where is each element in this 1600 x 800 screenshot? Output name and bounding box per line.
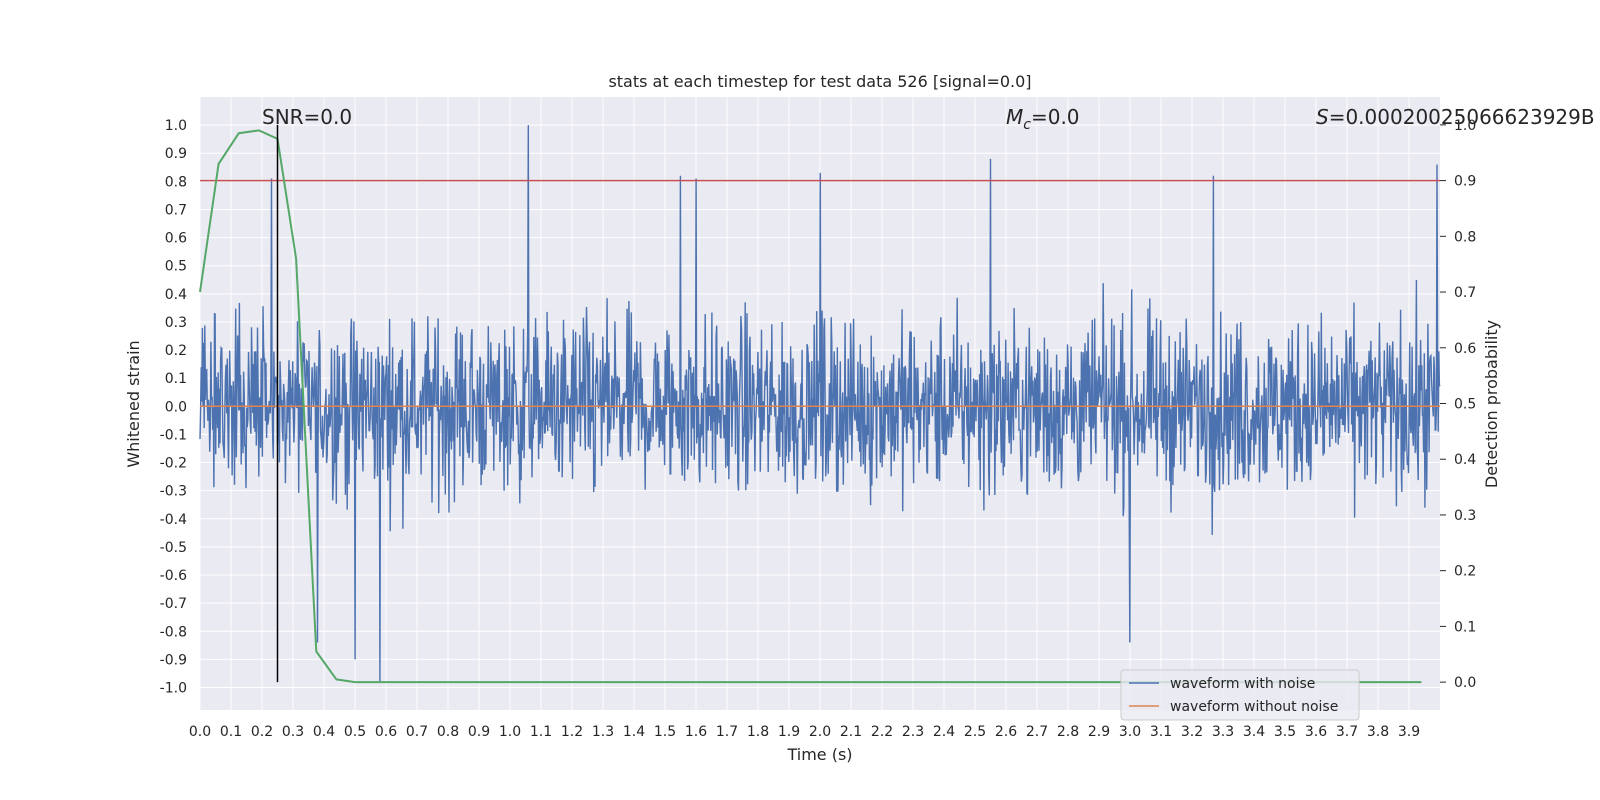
x-tick-label: 0.8 [437, 724, 459, 740]
x-tick-label: 2.8 [1057, 724, 1079, 740]
x-tick-label: 3.2 [1181, 724, 1203, 740]
legend-label-noise: waveform with noise [1170, 676, 1315, 692]
y2-tick-label: 0.0 [1454, 675, 1476, 691]
y-tick-label: -0.5 [160, 540, 187, 556]
x-tick-label: 2.0 [809, 724, 831, 740]
chirp-mass-annotation: Mc=0.0 [1006, 105, 1080, 133]
x-tick-label: 0.6 [375, 724, 397, 740]
y2-tick-label: 0.3 [1454, 508, 1476, 524]
y-tick-label: -0.1 [160, 427, 187, 443]
y2-tick-label: 0.1 [1454, 619, 1476, 635]
x-tick-label: 3.8 [1367, 724, 1389, 740]
series-layer [199, 124, 1441, 684]
y2-tick-label: 0.7 [1454, 285, 1476, 301]
x-tick-label: 0.9 [468, 724, 490, 740]
snr-annotation: SNR=0.0 [262, 105, 352, 129]
y-tick-label: -0.3 [160, 484, 187, 500]
s-annotation: S=0.00020025066623929B [1316, 105, 1595, 129]
x-tick-label: 1.3 [592, 724, 614, 740]
x-tick-label: 2.1 [840, 724, 862, 740]
chirp-mass-symbol: M [1006, 105, 1023, 129]
y-tick-label: 0.6 [165, 231, 187, 247]
chirp-mass-subscript: c [1023, 117, 1031, 133]
y-tick-label: -0.4 [160, 512, 187, 528]
x-tick-label: 3.0 [1119, 724, 1141, 740]
y-tick-label: -0.6 [160, 568, 187, 584]
x-tick-label: 0.7 [406, 724, 428, 740]
y2-axis-label: Detection probability [1482, 320, 1501, 488]
legend-label-clean: waveform without noise [1170, 699, 1338, 715]
x-tick-label: 2.2 [871, 724, 893, 740]
x-tick-label: 0.3 [282, 724, 304, 740]
x-tick-label: 1.9 [778, 724, 800, 740]
x-tick-label: 0.5 [344, 724, 366, 740]
s-symbol: S [1316, 105, 1329, 129]
detection-probability-line [199, 129, 1422, 684]
chart-title: stats at each timestep for test data 526… [608, 72, 1031, 91]
x-axis-label: Time (s) [786, 745, 852, 764]
x-tick-label: 2.3 [902, 724, 924, 740]
y-tick-label: -0.2 [160, 456, 187, 472]
y2-tick-label: 0.9 [1454, 174, 1476, 190]
y2-axis-ticks: 0.0 0.1 0.2 0.3 0.4 0.5 0.6 0.7 0.8 0.9 1.0 [1440, 118, 1476, 691]
x-tick-label: 3.9 [1398, 724, 1420, 740]
x-tick-label: 1.5 [654, 724, 676, 740]
x-tick-label: 3.4 [1243, 724, 1265, 740]
y-tick-label: 0.9 [165, 146, 187, 162]
x-tick-label: 2.6 [995, 724, 1017, 740]
x-tick-label: 3.3 [1212, 724, 1234, 740]
x-tick-label: 3.5 [1274, 724, 1296, 740]
waveform-with-noise-line [199, 125, 1441, 682]
x-tick-label: 3.6 [1305, 724, 1327, 740]
y2-tick-label: 0.6 [1454, 341, 1476, 357]
x-tick-label: 2.4 [933, 724, 955, 740]
y2-tick-label: 0.2 [1454, 564, 1476, 580]
y2-tick-label: 0.5 [1454, 397, 1476, 413]
x-tick-label: 1.0 [499, 724, 521, 740]
x-tick-label: 2.7 [1026, 724, 1048, 740]
x-tick-label: 1.8 [747, 724, 769, 740]
x-tick-label: 2.5 [964, 724, 986, 740]
x-tick-label: 1.6 [685, 724, 707, 740]
y2-tick-label: 0.4 [1454, 452, 1476, 468]
x-tick-label: 0.4 [313, 724, 335, 740]
x-tick-label: 3.1 [1150, 724, 1172, 740]
y-tick-label: 0.8 [165, 174, 187, 190]
legend-box [1120, 669, 1360, 721]
x-tick-label: 1.1 [530, 724, 552, 740]
y-axis-label: Whitened strain [124, 340, 143, 467]
x-tick-label: 2.9 [1088, 724, 1110, 740]
x-tick-label: 0.1 [220, 724, 242, 740]
y-tick-label: -0.8 [160, 624, 187, 640]
y-axis-ticks: -1.0 -0.9 -0.8 -0.7 -0.6 -0.5 -0.4 -0.3 -0.2 -0.1… [160, 118, 187, 696]
x-tick-label: 1.2 [561, 724, 583, 740]
y-tick-label: 0.2 [165, 343, 187, 359]
legend: waveform with noise waveform without noi… [1120, 669, 1360, 721]
y-tick-label: 0.5 [165, 259, 187, 275]
y2-tick-label: 0.8 [1454, 229, 1476, 245]
y-tick-label: -0.9 [160, 652, 187, 668]
x-tick-label: 0.0 [189, 724, 211, 740]
s-value: =0.00020025066623929B [1329, 105, 1595, 129]
y-tick-label: 0.4 [165, 287, 187, 303]
y-tick-label: 0.1 [165, 371, 187, 387]
x-tick-label: 3.7 [1336, 724, 1358, 740]
y-tick-label: 0.0 [165, 399, 187, 415]
y-tick-label: 0.7 [165, 202, 187, 218]
x-tick-label: 1.7 [716, 724, 738, 740]
x-tick-label: 0.2 [251, 724, 273, 740]
y-tick-label: -1.0 [160, 681, 187, 697]
y-tick-label: -0.7 [160, 596, 187, 612]
y-tick-label: 1.0 [165, 118, 187, 134]
x-tick-label: 1.4 [623, 724, 645, 740]
y2-tick-label: 1.0 [1454, 118, 1476, 134]
y-tick-label: 0.3 [165, 315, 187, 331]
chirp-mass-value: =0.0 [1031, 105, 1080, 129]
x-axis-ticks: 0.0 0.1 0.2 0.3 0.4 0.5 0.6 0.7 0.8 0.9 1.0 1.1 1.2 1… [189, 724, 1420, 740]
